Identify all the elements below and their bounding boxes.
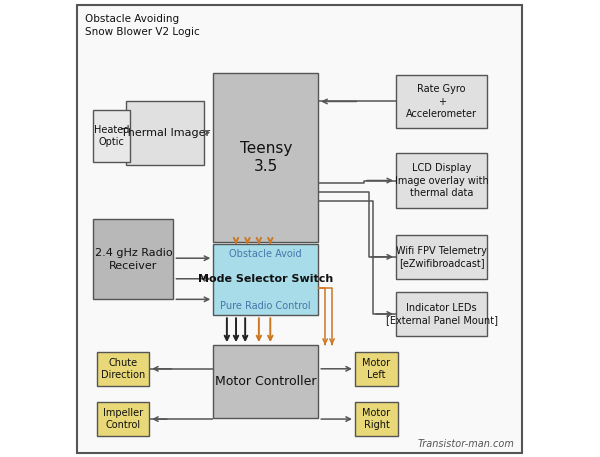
Text: Heated
Optic: Heated Optic: [94, 125, 130, 147]
Text: Motor Controller: Motor Controller: [215, 375, 316, 388]
FancyBboxPatch shape: [213, 73, 318, 242]
FancyBboxPatch shape: [213, 345, 318, 418]
Text: Mode Selector Switch: Mode Selector Switch: [198, 274, 334, 284]
FancyBboxPatch shape: [97, 352, 149, 386]
FancyBboxPatch shape: [97, 402, 149, 436]
FancyBboxPatch shape: [94, 219, 173, 299]
Text: Motor
Left: Motor Left: [362, 358, 391, 380]
FancyBboxPatch shape: [77, 5, 522, 453]
FancyBboxPatch shape: [396, 235, 487, 279]
Text: Rate Gyro
+
Accelerometer: Rate Gyro + Accelerometer: [406, 84, 477, 119]
Text: Impeller
Control: Impeller Control: [103, 408, 143, 430]
Text: 2.4 gHz Radio
Receiver: 2.4 gHz Radio Receiver: [95, 248, 172, 271]
FancyBboxPatch shape: [396, 292, 487, 336]
Text: Transistor-man.com: Transistor-man.com: [418, 439, 515, 449]
Text: Thermal Imager: Thermal Imager: [121, 128, 210, 138]
FancyBboxPatch shape: [396, 75, 487, 128]
FancyBboxPatch shape: [355, 352, 398, 386]
FancyBboxPatch shape: [127, 101, 204, 165]
Text: Indicator LEDs
[External Panel Mount]: Indicator LEDs [External Panel Mount]: [386, 303, 497, 325]
FancyBboxPatch shape: [94, 110, 130, 162]
FancyBboxPatch shape: [213, 244, 318, 315]
Text: Motor
Right: Motor Right: [362, 408, 391, 430]
Text: Pure Radio Control: Pure Radio Control: [220, 301, 311, 311]
FancyBboxPatch shape: [355, 402, 398, 436]
Text: Chute
Direction: Chute Direction: [101, 358, 145, 380]
Text: Obstacle Avoid: Obstacle Avoid: [229, 249, 302, 259]
Text: LCD Display
Image overlay with
thermal data: LCD Display Image overlay with thermal d…: [395, 163, 488, 198]
Text: Obstacle Avoiding
Snow Blower V2 Logic: Obstacle Avoiding Snow Blower V2 Logic: [85, 14, 200, 37]
FancyBboxPatch shape: [396, 153, 487, 208]
Text: Teensy
3.5: Teensy 3.5: [239, 141, 292, 175]
Text: Wifi FPV Telemetry
[eZwifibroadcast]: Wifi FPV Telemetry [eZwifibroadcast]: [396, 246, 487, 268]
